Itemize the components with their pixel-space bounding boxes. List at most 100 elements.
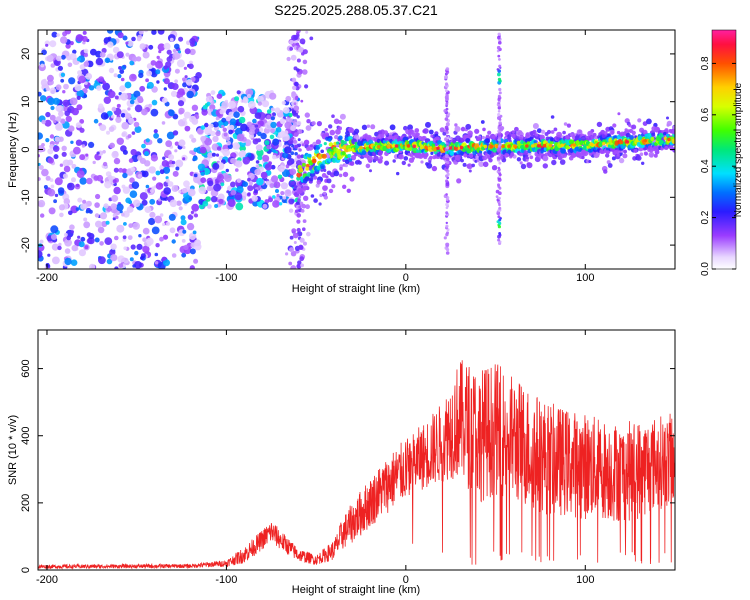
spectrogram-noise-cell <box>116 203 124 212</box>
spectrogram-noise-cell <box>50 234 57 240</box>
spectrogram-ridge-cell <box>321 153 327 159</box>
spectrogram-ridge-halo <box>303 139 310 145</box>
spectrogram-ridge-halo <box>370 124 376 130</box>
spectrogram-noise-cell <box>43 78 47 82</box>
spectrogram-noise-cell <box>269 92 277 100</box>
spectrogram-ridge-halo <box>468 169 472 173</box>
spectrogram-noise-cell <box>89 263 96 269</box>
spectrogram-noise-cell <box>285 252 289 256</box>
spectrogram-noise-cell <box>129 177 135 183</box>
spectrogram-noise-cell <box>146 81 154 89</box>
spectrogram-noise-cell <box>58 204 66 211</box>
spectrogram-noise-cell <box>46 74 54 82</box>
spectrogram-noise-cell <box>122 235 127 240</box>
spectrogram-noise-cell <box>254 112 262 119</box>
spectrogram-y-tick-label: 10 <box>20 96 32 108</box>
spectrogram-ridge-halo <box>478 161 485 168</box>
spectrogram-noise-cell <box>163 87 167 91</box>
spectrogram-noise-cell <box>130 167 136 172</box>
spectrogram-ridge-cell <box>671 129 675 135</box>
spectrogram-noise-cell <box>136 243 143 250</box>
spectrogram-ridge-cell <box>523 150 529 155</box>
spectrogram-noise-cell <box>185 79 193 86</box>
spectrogram-noise-cell <box>155 243 160 248</box>
spectrogram-noise-cell <box>144 151 150 157</box>
spectrogram-noise-cell <box>134 104 143 113</box>
spectrogram-ridge-peak <box>572 143 576 147</box>
spectrogram-ridge-cell <box>484 138 491 144</box>
spectrogram-noise-cell <box>299 237 305 243</box>
spectrogram-x-tick-label: 100 <box>576 272 594 284</box>
spectrogram-spike-cell <box>445 179 449 183</box>
spectrogram-noise-cell <box>163 259 170 267</box>
spectrogram-noise-cell <box>292 120 295 124</box>
spectrogram-noise-cell <box>282 169 290 178</box>
spectrogram-noise-cell <box>166 49 172 55</box>
colorbar-tick-label: 0.2 <box>700 210 711 224</box>
spectrogram-spike-cell <box>445 242 450 247</box>
colorbar-gradient <box>711 29 737 270</box>
spectrogram-noise-cell <box>115 215 119 220</box>
spectrogram-ridge-cell <box>654 149 660 155</box>
spectrogram-noise-cell <box>194 239 201 247</box>
spectrogram-ridge-halo <box>333 170 340 177</box>
spectrogram-ridge-halo <box>553 127 558 132</box>
spectrogram-ridge-halo <box>525 158 529 162</box>
spectrogram-spike-cell <box>496 68 500 71</box>
spectrogram-noise-cell <box>129 190 138 198</box>
spectrogram-spike-cell <box>497 77 502 82</box>
spectrogram-ridge-cell <box>314 149 320 154</box>
spectrogram-noise-cell <box>255 144 263 152</box>
spectrogram-noise-cell <box>195 72 202 79</box>
spectrogram-noise-cell <box>49 178 54 183</box>
spectrogram-ridge-cell <box>652 145 659 151</box>
spectrogram-ridge-cell <box>651 132 656 137</box>
spectrogram-noise-cell <box>65 43 71 49</box>
spectrogram-noise-cell <box>38 91 42 97</box>
spectrogram-ridge-cell <box>603 131 608 135</box>
spectrogram-ridge-cell <box>580 135 586 141</box>
spectrogram-ridge-halo <box>532 123 539 129</box>
spectrogram-ridge-halo <box>361 124 368 130</box>
spectrogram-noise-cell <box>166 131 175 140</box>
spectrogram-noise-cell <box>103 203 109 209</box>
spectrogram-noise-cell <box>104 57 111 64</box>
spectrogram-noise-cell <box>182 117 187 122</box>
spectrogram-noise-cell <box>45 138 50 143</box>
spectrogram-ridge-cell <box>318 143 323 148</box>
spectrogram-noise-cell <box>183 244 189 251</box>
spectrogram-noise-cell <box>270 164 276 170</box>
spectrogram-noise-cell <box>71 163 77 169</box>
spectrogram-ridge-halo <box>328 124 333 129</box>
spectrogram-noise-cell <box>284 121 293 130</box>
spectrogram-noise-cell <box>106 258 113 265</box>
spectrogram-noise-cell <box>45 111 51 118</box>
spectrogram-noise-cell <box>50 225 59 234</box>
spectrogram-noise-cell <box>117 32 124 39</box>
spectrogram-noise-cell <box>204 122 209 128</box>
spectrogram-noise-cell <box>121 121 129 130</box>
spectrogram-noise-cell <box>178 107 185 115</box>
spectrogram-noise-cell <box>94 237 100 243</box>
spectrogram-noise-cell <box>189 134 194 139</box>
spectrogram-noise-cell <box>265 180 271 186</box>
spectrogram-ridge-cell <box>411 156 415 160</box>
spectrogram-noise-cell <box>176 200 182 206</box>
spectrogram-spike-cell <box>498 232 501 235</box>
spectrogram-ridge-cell <box>307 153 312 158</box>
spectrogram-ridge-halo <box>550 115 555 119</box>
spectrogram-ridge-halo <box>331 184 336 189</box>
spectrogram-ridge-cell <box>338 135 343 141</box>
spectrogram-noise-cell <box>269 134 275 140</box>
spectrogram-noise-cell <box>246 121 253 128</box>
spectrogram-ridge-cell <box>305 163 310 168</box>
spectrogram-ridge-halo <box>373 155 379 162</box>
spectrogram-noise-cell <box>150 108 159 117</box>
spectrogram-noise-cell <box>216 93 223 99</box>
spectrogram-noise-cell <box>111 106 117 112</box>
spectrogram-ridge-halo <box>339 113 346 120</box>
spectrogram-noise-cell <box>47 148 54 155</box>
spectrogram-noise-cell <box>127 134 132 139</box>
spectrogram-noise-cell <box>58 136 64 142</box>
